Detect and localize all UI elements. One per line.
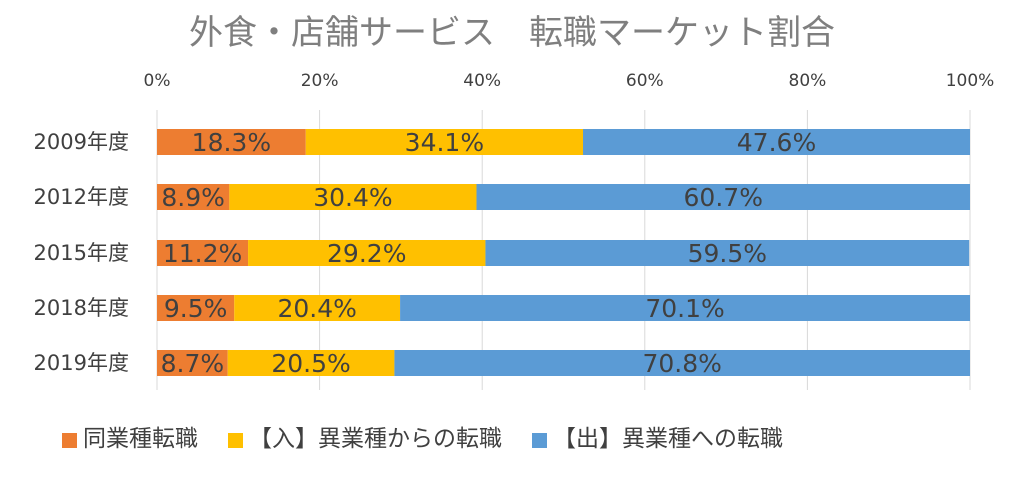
bar-segment — [485, 240, 970, 266]
category-label: 2018年度 — [34, 296, 129, 320]
bar-segment — [157, 350, 228, 376]
data-label: 20.4% — [277, 294, 356, 323]
data-label: 30.4% — [313, 183, 392, 212]
x-tick-label: 40% — [463, 71, 501, 91]
category-label: 2009年度 — [34, 130, 129, 154]
data-label: 8.7% — [161, 349, 225, 378]
data-label: 8.9% — [161, 183, 225, 212]
bar-segment — [234, 295, 401, 321]
x-tick-label: 80% — [789, 71, 827, 91]
bar-segment — [229, 184, 477, 210]
bar-segment — [157, 184, 230, 210]
data-label: 29.2% — [327, 239, 406, 268]
data-label: 60.7% — [684, 183, 763, 212]
category-label: 2019年度 — [34, 351, 129, 375]
legend-label: 【出】異業種への転職 — [553, 426, 783, 452]
bar-segment — [476, 184, 970, 210]
chart-title: 外食・店舗サービス 転職マーケット割合 — [189, 13, 835, 53]
data-label: 70.8% — [642, 349, 721, 378]
legend-swatch — [228, 433, 243, 448]
bar-segment — [400, 295, 970, 321]
legend-label: 【入】異業種からの転職 — [249, 426, 502, 452]
category-label: 2015年度 — [34, 241, 129, 265]
y-axis-categories: 2009年度 2012年度 2015年度 2018年度 2019年度 — [34, 130, 129, 375]
x-tick-label: 0% — [144, 71, 171, 91]
data-label: 34.1% — [405, 128, 484, 157]
data-label: 47.6% — [737, 128, 816, 157]
bar-segment — [394, 350, 970, 376]
bar-segment — [157, 240, 249, 266]
data-label: 59.5% — [688, 239, 767, 268]
bar-segment — [248, 240, 486, 266]
bars — [157, 129, 970, 376]
data-label: 11.2% — [163, 239, 242, 268]
legend: 同業種転職 【入】異業種からの転職 【出】異業種への転職 — [62, 426, 783, 452]
bar-segment — [157, 295, 235, 321]
bar-segment — [305, 129, 584, 155]
category-label: 2012年度 — [34, 185, 129, 209]
x-tick-label: 20% — [301, 71, 339, 91]
legend-label: 同業種転職 — [83, 426, 198, 452]
x-tick-label: 100% — [946, 71, 995, 91]
data-label: 18.3% — [192, 128, 271, 157]
x-tick-label: 60% — [626, 71, 664, 91]
bar-segment — [227, 350, 395, 376]
legend-swatch — [62, 433, 77, 448]
data-label: 9.5% — [164, 294, 228, 323]
bar-segment — [583, 129, 970, 155]
legend-swatch — [532, 433, 547, 448]
data-labels: 18.3% 34.1% 47.6% 8.9% 30.4% 60.7% 11.2% 29.2% 5… — [161, 128, 817, 378]
x-axis-ticks: 0% 20% 40% 60% 80% 100% — [144, 71, 995, 91]
data-label: 70.1% — [645, 294, 724, 323]
data-label: 20.5% — [271, 349, 350, 378]
bar-segment — [157, 129, 306, 155]
